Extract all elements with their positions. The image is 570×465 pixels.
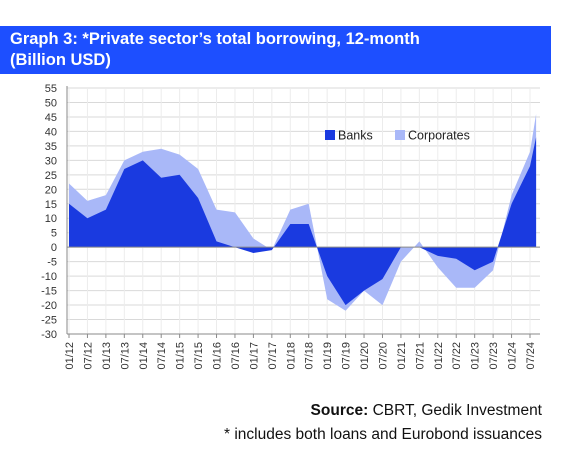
x-tick-label: 01/13 — [101, 342, 113, 370]
y-tick-label: 55 — [45, 83, 57, 95]
x-tick-label: 01/12 — [64, 342, 76, 370]
series-area-corporates — [69, 114, 537, 311]
x-tick-label: 07/12 — [82, 342, 94, 370]
series-areas — [69, 114, 537, 311]
x-tick-label: 07/14 — [156, 342, 168, 370]
y-tick-label: 30 — [45, 155, 57, 167]
y-tick-label: 0 — [51, 242, 57, 254]
x-tick-label: 07/21 — [414, 342, 426, 370]
y-tick-label: 50 — [45, 97, 57, 109]
x-tick-label: 07/17 — [267, 342, 279, 370]
legend-swatch-corporates — [395, 130, 405, 140]
x-tick-label: 01/22 — [433, 342, 445, 370]
legend-label-banks: Banks — [338, 129, 373, 143]
legend-label-corporates: Corporates — [408, 129, 470, 143]
y-tick-label: 40 — [45, 126, 57, 138]
y-tick-label: -15 — [41, 286, 57, 298]
source-line: Source: CBRT, Gedik Investment — [311, 402, 542, 420]
x-tick-label: 01/23 — [470, 342, 482, 370]
x-tick-label: 07/20 — [377, 342, 389, 370]
chart-title: Graph 3: *Private sector’s total borrowi… — [0, 26, 551, 74]
x-tick-label: 01/21 — [396, 342, 408, 370]
y-tick-label: -30 — [41, 329, 57, 341]
x-tick-label: 07/13 — [119, 342, 131, 370]
x-tick-label: 07/16 — [230, 342, 242, 370]
x-tick-label: 07/22 — [451, 342, 463, 370]
y-tick-label: 45 — [45, 112, 57, 124]
y-tick-label: 35 — [45, 141, 57, 153]
y-tick-label: 10 — [45, 213, 57, 225]
legend: Banks Corporates — [325, 129, 470, 143]
x-tick-label: 07/24 — [525, 342, 537, 370]
axes: 5550454035302520151050-5-10-15-20-25-300… — [41, 83, 540, 370]
footnote: * includes both loans and Eurobond issua… — [224, 426, 542, 443]
x-tick-label: 01/18 — [285, 342, 297, 370]
x-tick-label: 07/23 — [488, 342, 500, 370]
x-tick-label: 01/17 — [248, 342, 260, 370]
source-text: CBRT, Gedik Investment — [368, 402, 542, 419]
title-line-1: Graph 3: *Private sector’s total borrowi… — [10, 30, 420, 48]
x-tick-label: 01/14 — [138, 342, 150, 370]
title-line-2: (Billion USD) — [10, 51, 111, 69]
x-tick-label: 01/19 — [322, 342, 334, 370]
source-label: Source: — [310, 402, 369, 419]
y-tick-label: -10 — [41, 271, 57, 283]
y-tick-label: -20 — [41, 300, 57, 312]
chart-area: 5550454035302520151050-5-10-15-20-25-300… — [41, 83, 540, 370]
legend-swatch-banks — [325, 130, 335, 140]
y-tick-label: 25 — [45, 170, 57, 182]
y-tick-label: -5 — [47, 257, 57, 269]
x-tick-label: 07/18 — [304, 342, 316, 370]
y-tick-label: -25 — [41, 315, 57, 327]
x-tick-label: 01/20 — [359, 342, 371, 370]
y-tick-label: 20 — [45, 184, 57, 196]
x-tick-label: 01/15 — [175, 342, 187, 370]
series-area-banks — [69, 137, 537, 306]
x-tick-label: 07/15 — [193, 342, 205, 370]
x-tick-label: 01/16 — [212, 342, 224, 370]
x-tick-label: 01/24 — [507, 342, 519, 370]
x-tick-label: 07/19 — [341, 342, 353, 370]
y-tick-label: 5 — [51, 228, 57, 240]
y-tick-label: 15 — [45, 199, 57, 211]
